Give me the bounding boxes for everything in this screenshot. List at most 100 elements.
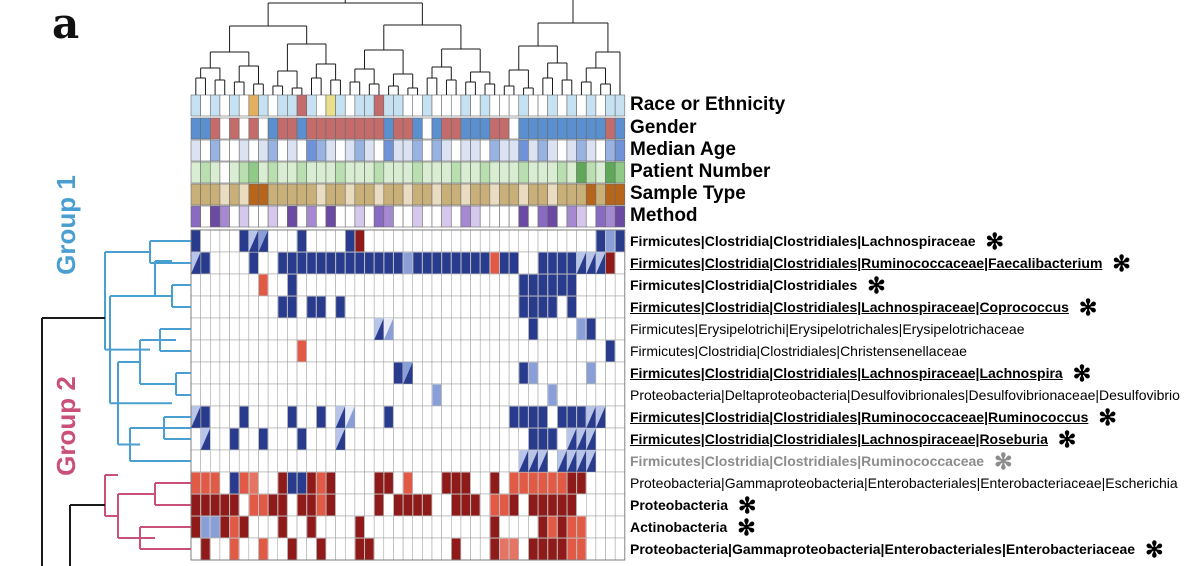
- metadata-cell: [229, 117, 240, 140]
- panel-letter: a: [52, 0, 80, 48]
- metadata-cell: [576, 139, 587, 162]
- metadata-cell: [258, 183, 269, 206]
- metadata-cell: [219, 183, 230, 206]
- heatmap-cell-split: [335, 406, 346, 428]
- metadata-cell: [450, 161, 462, 184]
- metadata-cell: [354, 183, 365, 206]
- heatmap-cell-filled: [287, 472, 297, 494]
- heatmap-cell: [595, 273, 606, 297]
- heatmap-cell: [383, 537, 394, 561]
- heatmap-cell-filled: [442, 472, 451, 494]
- heatmap-cell-filled: [201, 472, 210, 494]
- metadata-cell: [258, 94, 269, 117]
- metadata-cell: [605, 139, 616, 162]
- metadata-cell: [605, 161, 616, 184]
- heatmap-cell: [479, 427, 491, 451]
- metadata-cell: [296, 94, 307, 117]
- heatmap-cell: [431, 515, 442, 539]
- heatmap-cell: [210, 383, 221, 407]
- heatmap-cell: [460, 537, 471, 561]
- heatmap-cell-split: [191, 252, 201, 274]
- metadata-cell: [335, 183, 346, 206]
- heatmap-cell: [267, 427, 279, 451]
- metadata-cell: [277, 183, 288, 206]
- heatmap-cell: [306, 537, 317, 561]
- metadata-cell: [248, 183, 259, 206]
- heatmap-cell-split: [403, 362, 413, 384]
- heatmap-cell-filled: [374, 472, 384, 494]
- metadata-cell: [296, 183, 307, 206]
- heatmap-cell: [277, 317, 288, 341]
- heatmap-cell: [479, 449, 491, 473]
- heatmap-cell: [306, 383, 317, 407]
- metadata-cell: [190, 139, 201, 162]
- heatmap-cell: [277, 449, 288, 473]
- heatmap-cell: [277, 229, 288, 253]
- heatmap-cell: [229, 449, 240, 473]
- heatmap-cell: [383, 515, 394, 539]
- heatmap-cell: [595, 449, 606, 473]
- heatmap-cell: [518, 317, 529, 341]
- metadata-cell: [614, 183, 626, 206]
- metadata-cell: [267, 205, 279, 228]
- heatmap-cell: [422, 427, 433, 451]
- metadata-cell: [190, 94, 201, 117]
- heatmap-cell: [229, 317, 240, 341]
- metadata-cell: [576, 161, 587, 184]
- metadata-cell: [585, 183, 597, 206]
- metadata-cell: [566, 183, 577, 206]
- heatmap-cell: [576, 361, 587, 385]
- heatmap-cell: [528, 251, 539, 275]
- heatmap-cell-filled: [509, 252, 519, 274]
- heatmap-cell: [441, 229, 452, 253]
- heatmap-cell-filled: [287, 274, 297, 296]
- heatmap-cell-split: [538, 450, 548, 472]
- heatmap-cell: [393, 515, 404, 539]
- metadata-cell: [373, 117, 385, 140]
- heatmap-cell: [499, 295, 510, 319]
- heatmap-cell: [383, 295, 394, 319]
- heatmap-cell: [383, 383, 394, 407]
- heatmap-cell: [200, 229, 211, 253]
- heatmap-cell: [325, 515, 336, 539]
- heatmap-cell: [460, 229, 471, 253]
- heatmap-cell-filled: [287, 296, 297, 318]
- heatmap-cell-filled: [567, 406, 577, 428]
- metadata-cell: [316, 117, 327, 140]
- metadata-cell: [422, 94, 433, 117]
- heatmap-cell-filled: [538, 296, 548, 318]
- heatmap-cell: [499, 273, 510, 297]
- metadata-cell: [614, 161, 626, 184]
- heatmap-cell: [402, 537, 413, 561]
- heatmap-cell: [335, 515, 346, 539]
- heatmap-cell: [508, 273, 520, 297]
- heatmap-cell-filled: [249, 252, 258, 274]
- heatmap-cell-filled: [239, 406, 249, 428]
- metadata-cell: [354, 139, 365, 162]
- heatmap-cell-filled: [258, 428, 268, 450]
- heatmap-cell: [508, 295, 520, 319]
- heatmap-cell-filled: [297, 252, 307, 274]
- heatmap-cell: [576, 383, 587, 407]
- heatmap-cell: [499, 339, 510, 363]
- heatmap-cell: [489, 295, 500, 319]
- heatmap-cell-filled: [393, 494, 403, 516]
- heatmap-cell-split: [576, 450, 587, 472]
- metadata-cell: [393, 205, 404, 228]
- metadata-cell: [267, 94, 279, 117]
- heatmap-cell: [296, 515, 307, 539]
- heatmap-cell-filled: [490, 252, 499, 274]
- heatmap-cell: [537, 317, 548, 341]
- heatmap-cell: [557, 229, 568, 253]
- heatmap-cell: [537, 361, 548, 385]
- metadata-cell: [316, 183, 327, 206]
- heatmap-cell: [431, 493, 442, 517]
- heatmap-cell: [238, 295, 250, 319]
- taxon-label: Firmicutes|Clostridia|Clostridiales|Lach…: [630, 296, 1097, 319]
- heatmap-cell-filled: [297, 428, 307, 450]
- heatmap-cell-filled: [393, 362, 403, 384]
- heatmap-cell-filled: [297, 472, 307, 494]
- metadata-cell: [354, 161, 365, 184]
- heatmap-cell: [547, 317, 558, 341]
- heatmap-cell: [277, 537, 288, 561]
